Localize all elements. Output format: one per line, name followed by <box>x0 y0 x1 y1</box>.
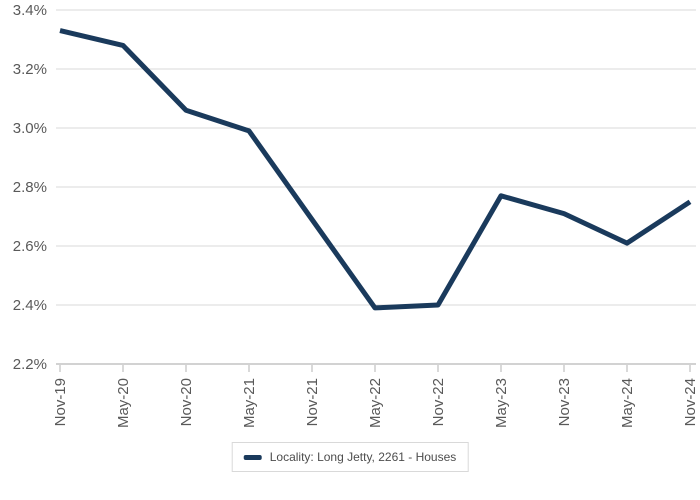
y-axis-tick-label: 3.4% <box>13 2 47 19</box>
x-axis-tick-label: May-21 <box>241 378 258 428</box>
x-axis-tick-label: Nov-22 <box>430 378 447 426</box>
series-line <box>59 28 692 311</box>
legend: Locality: Long Jetty, 2261 - Houses <box>231 442 469 472</box>
series-line-swatch-icon <box>243 454 262 460</box>
x-axis-tick-label: Nov-20 <box>178 378 195 426</box>
y-axis-tick-label: 3.0% <box>13 120 47 137</box>
x-axis-tick-label: May-23 <box>493 378 510 428</box>
y-axis-tick-label: 2.2% <box>13 356 47 373</box>
y-axis-tick-label: 2.6% <box>13 238 47 255</box>
y-axis-tick-label: 2.4% <box>13 297 47 314</box>
legend-label: Locality: Long Jetty, 2261 - Houses <box>269 450 457 464</box>
x-axis-tick-label: May-22 <box>367 378 384 428</box>
legend-item-locality[interactable]: Locality: Long Jetty, 2261 - Houses <box>243 450 457 464</box>
y-axis-tick-label: 2.8% <box>13 179 47 196</box>
line-chart-plot-area: 3.4% 3.2% 3.0% 2.8% 2.6% 2.4% 2.2% Nov-19 May-20… <box>13 2 699 428</box>
x-axis-tick-label: Nov-23 <box>556 378 573 426</box>
y-axis-tick-label: 3.2% <box>13 61 47 78</box>
x-axis-tick-label: Nov-19 <box>52 378 69 426</box>
x-axis-tick-label: May-24 <box>619 378 636 428</box>
x-axis-tick-label: Nov-21 <box>304 378 321 426</box>
x-axis-tick-label: May-20 <box>115 378 132 428</box>
x-axis-tick-label: Nov-24 <box>682 378 699 426</box>
